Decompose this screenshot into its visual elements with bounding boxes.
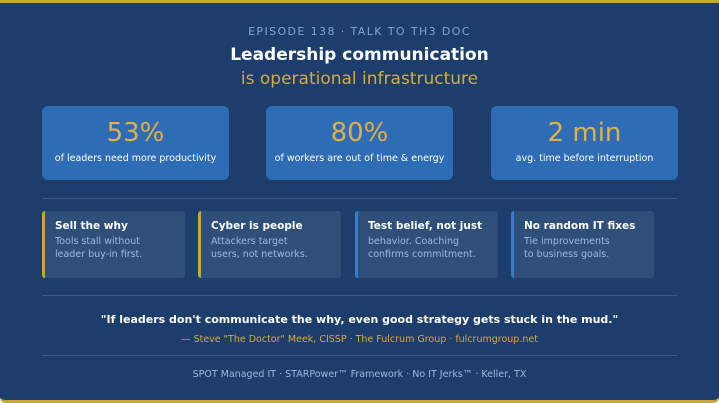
- stat-label: of leaders need more productivity: [54, 153, 217, 164]
- stat-box-workers: 80% of workers are out of time & energy: [266, 106, 453, 180]
- episode-label: EPISODE 138 · TALK TO TH3 DOC: [248, 25, 471, 38]
- tip-card-test-belief: Test belief, not just behavior. Coaching…: [355, 211, 498, 278]
- stat-value: 80%: [330, 118, 389, 148]
- tip-body-line: confirms commitment.: [368, 249, 476, 260]
- subheadline: is operational infrastructure: [240, 69, 479, 89]
- divider: [42, 355, 677, 356]
- tip-body-line: leader buy-in first.: [55, 249, 143, 260]
- tip-body-line: Attackers target: [211, 236, 288, 247]
- stat-value: 2 min: [547, 118, 622, 148]
- stat-box-productivity: 53% of leaders need more productivity: [42, 106, 229, 180]
- tip-heading: No random IT fixes: [524, 220, 636, 232]
- divider: [42, 198, 677, 199]
- stat-value: 53%: [106, 118, 165, 148]
- tip-body-line: users, not networks.: [211, 249, 308, 260]
- divider: [42, 295, 677, 296]
- quote-attribution: — Steve "The Doctor" Meek, CISSP · The F…: [181, 334, 538, 345]
- headline: Leadership communication: [230, 45, 489, 65]
- stat-label: avg. time before interruption: [515, 153, 654, 164]
- tip-body-line: behavior. Coaching: [368, 236, 460, 247]
- stat-box-interruption: 2 min avg. time before interruption: [491, 106, 678, 180]
- tip-body-line: Tools stall without: [55, 236, 140, 247]
- quote-text: "If leaders don't communicate the why, e…: [100, 313, 619, 326]
- stat-label: of workers are out of time & energy: [274, 153, 445, 164]
- tip-card-sell-the-why: Sell the why Tools stall without leader …: [42, 211, 185, 278]
- tip-heading: Test belief, not just: [368, 220, 483, 232]
- tip-heading: Cyber is people: [211, 220, 303, 232]
- footer-text: SPOT Managed IT · STARPower™ Framework ·…: [192, 369, 527, 380]
- tip-card-no-random-fixes: No random IT fixes Tie improvements to b…: [511, 211, 654, 278]
- tip-card-cyber-is-people: Cyber is people Attackers target users, …: [198, 211, 341, 278]
- tip-heading: Sell the why: [55, 220, 128, 232]
- tip-body-line: to business goals.: [524, 249, 610, 260]
- tip-body-line: Tie improvements: [524, 236, 610, 247]
